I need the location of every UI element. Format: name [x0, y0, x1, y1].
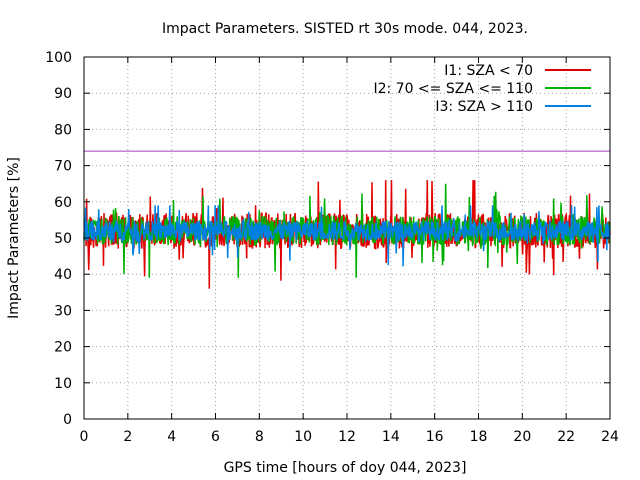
- x-tick-label: 4: [167, 429, 176, 445]
- x-tick-label: 0: [80, 429, 89, 445]
- x-tick-label: 16: [426, 429, 444, 445]
- y-tick-label: 70: [54, 159, 72, 175]
- y-tick-label: 30: [54, 303, 72, 319]
- y-tick-label: 40: [54, 267, 72, 283]
- y-tick-label: 80: [54, 122, 72, 138]
- legend-label-3: I3: SZA > 110: [435, 99, 533, 115]
- y-axis-label: Impact Parameters [%]: [6, 157, 22, 319]
- x-tick-label: 6: [211, 429, 220, 445]
- y-tick-label: 10: [54, 376, 72, 392]
- legend: I1: SZA < 70 I2: 70 <= SZA <= 110 I3: SZA …: [373, 63, 591, 115]
- x-tick-label: 10: [294, 429, 312, 445]
- x-axis-label: GPS time [hours of doy 044, 2023]: [224, 460, 467, 476]
- legend-label-1: I1: SZA < 70: [444, 63, 533, 79]
- chart-title: Impact Parameters. SISTED rt 30s mode. 0…: [162, 21, 528, 37]
- axis-ticks: 0 2 4 6 8 10 12 14 16 18 20 22 240102030405060708090…: [45, 50, 619, 445]
- x-tick-label: 18: [470, 429, 488, 445]
- y-tick-label: 0: [63, 412, 72, 428]
- x-tick-label: 2: [123, 429, 132, 445]
- x-tick-label: 14: [382, 429, 400, 445]
- y-tick-label: 60: [54, 195, 72, 211]
- y-tick-label: 20: [54, 340, 72, 356]
- y-tick-label: 50: [54, 231, 72, 247]
- legend-label-2: I2: 70 <= SZA <= 110: [373, 81, 533, 97]
- x-tick-label: 24: [601, 429, 619, 445]
- x-tick-label: 8: [255, 429, 264, 445]
- x-tick-label: 20: [513, 429, 531, 445]
- x-tick-label: 12: [338, 429, 356, 445]
- series-line-3: [83, 205, 611, 267]
- y-tick-label: 100: [45, 50, 72, 66]
- y-tick-label: 90: [54, 86, 72, 102]
- data-layer: [83, 150, 611, 289]
- x-tick-label: 22: [557, 429, 575, 445]
